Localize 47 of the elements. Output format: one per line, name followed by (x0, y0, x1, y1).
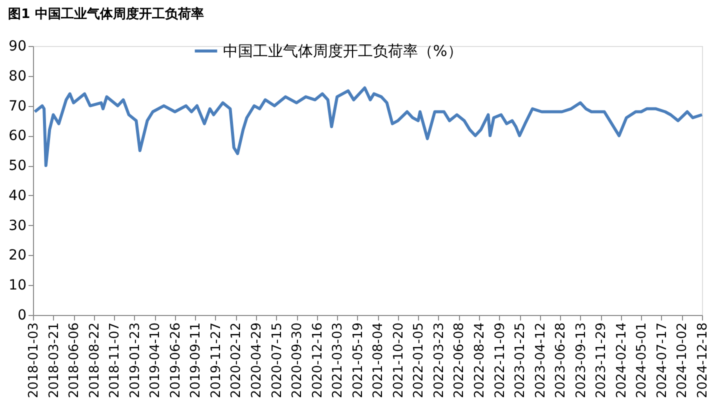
x-tick-label: 2023-04-12 (533, 322, 548, 398)
x-tick-label: 2019-06-26 (168, 322, 184, 398)
x-tick-label: 2022-08-24 (472, 322, 488, 398)
x-tick-label: 2023-09-13 (574, 322, 589, 398)
y-tick-label: 90 (8, 38, 26, 54)
x-tick-label: 2023-06-28 (554, 322, 569, 398)
x-tick-label: 2019-11-27 (208, 322, 224, 398)
x-tick-label: 2021-08-04 (371, 322, 386, 398)
x-tick-label: 2019-04-10 (148, 322, 164, 398)
x-tick-label: 2022-11-09 (492, 322, 508, 398)
x-tick-label: 2021-05-19 (350, 322, 366, 398)
x-tick-label: 2022-06-08 (452, 322, 468, 398)
line-series (33, 86, 704, 168)
x-tick-label: 2020-04-29 (250, 322, 264, 398)
x-tick-label: 2019-01-23 (128, 322, 143, 398)
x-tick-label: 2018-08-22 (87, 322, 102, 398)
x-tick-label: 2020-12-16 (310, 322, 326, 398)
x-tick-label: 2024-07-17 (654, 322, 670, 398)
x-tick-label: 2020-07-15 (270, 322, 285, 398)
y-tick-label: 80 (8, 68, 26, 84)
y-tick-label: 30 (8, 218, 26, 234)
y-tick-label: 20 (8, 248, 26, 264)
x-tick-label: 2023-01-25 (513, 322, 528, 398)
x-tick-label: 2021-10-20 (391, 322, 406, 398)
x-tick-label: 2024-12-18 (696, 322, 710, 398)
x-tick-label: 2024-05-01 (634, 322, 650, 398)
x-tick-label: 2023-11-29 (594, 322, 610, 398)
x-tick-label: 2021-03-03 (330, 322, 346, 398)
y-tick-label: 40 (8, 188, 26, 204)
x-tick-label: 2024-10-02 (675, 322, 690, 398)
y-tick-label: 0 (18, 308, 26, 324)
y-tick-label: 60 (8, 128, 26, 144)
x-tick-label: 2020-02-12 (229, 322, 244, 398)
x-tick-label: 2022-03-23 (432, 322, 447, 398)
x-tick-label: 2018-03-21 (46, 322, 62, 398)
x-tick-label: 2018-01-03 (26, 322, 42, 398)
chart-title: 图1 中国工业气体周度开工负荷率 (8, 6, 204, 22)
x-tick-label: 2020-09-30 (290, 322, 306, 398)
legend-label: 中国工业气体周度开工负荷率（%） (223, 42, 462, 60)
x-tick-label: 2019-09-11 (188, 322, 204, 398)
y-tick-label: 70 (8, 98, 26, 114)
x-tick-label: 2018-11-07 (108, 322, 123, 398)
y-tick-label: 50 (8, 158, 26, 174)
x-tick-label: 2024-02-14 (614, 322, 630, 398)
y-tick-label: 10 (8, 278, 26, 294)
x-tick-label: 2018-06-06 (67, 322, 82, 398)
x-tick-label: 2022-01-05 (412, 322, 427, 398)
